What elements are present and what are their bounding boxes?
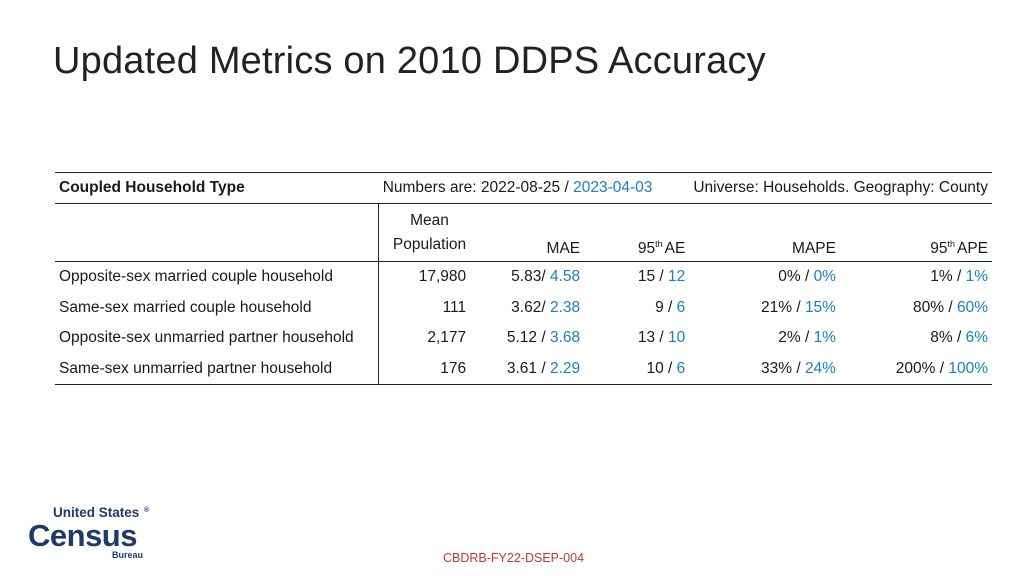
census-logo-icon: United States ® Census Bureau bbox=[28, 505, 150, 560]
row-95th-ape: 8% / 6% bbox=[930, 329, 988, 347]
column-header-row: Mean Population MAE 95th AE MAPE 95th APE bbox=[55, 203, 992, 262]
svg-text:United States: United States bbox=[53, 505, 139, 520]
footer-disclosure-code: CBDRB-FY22-DSEP-004 bbox=[443, 551, 585, 565]
row-mape: 33% / 24% bbox=[689, 353, 840, 385]
row-mape: 21% / 15% bbox=[760, 298, 836, 316]
header-mae: MAE bbox=[470, 203, 585, 262]
svg-text:®: ® bbox=[144, 506, 150, 514]
accuracy-metrics-table: Coupled Household Type Numbers are: 2022… bbox=[55, 172, 992, 385]
row-mae: 5.83/ 4.58 bbox=[511, 268, 581, 286]
row-type: Same-sex married couple household bbox=[55, 292, 380, 323]
numbers-are-label: Numbers are: 2022-08-25 / 2023-04-03 bbox=[378, 172, 690, 204]
row-95th-ae: 13 / 10 bbox=[637, 329, 686, 347]
row-95th-ape: 200% / 100% bbox=[839, 353, 992, 385]
row-95th-ape: 1% / 1% bbox=[930, 268, 988, 286]
row-95th-ae: 10 / 6 bbox=[584, 353, 690, 385]
row-95th-ae: 15 / 12 bbox=[637, 268, 686, 286]
row-95th-ae: 9 / 6 bbox=[655, 298, 686, 316]
row-mape: 2% / 1% bbox=[778, 329, 836, 347]
table-row: Same-sex married couple household 111 3.… bbox=[55, 292, 992, 323]
table-row: Opposite-sex married couple household 17… bbox=[55, 261, 992, 293]
row-mean: 111 bbox=[442, 298, 467, 316]
header-mean-population: Mean Population bbox=[378, 203, 471, 262]
row-mae: 5.12 / 3.68 bbox=[506, 329, 581, 347]
row-type: Opposite-sex married couple household bbox=[55, 261, 380, 293]
svg-text:Bureau: Bureau bbox=[112, 550, 143, 560]
header-mape: MAPE bbox=[689, 203, 840, 262]
slide-title: Updated Metrics on 2010 DDPS Accuracy bbox=[53, 40, 766, 82]
row-mean: 17,980 bbox=[418, 268, 467, 286]
row-mae: 3.62/ 2.38 bbox=[511, 298, 581, 316]
coupled-household-type-label: Coupled Household Type bbox=[55, 172, 379, 204]
svg-text:Census: Census bbox=[28, 518, 137, 553]
row-type: Opposite-sex unmarried partner household bbox=[55, 323, 380, 354]
row-mae: 3.61 / 2.29 bbox=[470, 353, 585, 385]
header-95th-ae: 95th AE bbox=[584, 203, 690, 262]
row-mean: 2,177 bbox=[427, 329, 467, 347]
header-blank bbox=[55, 203, 380, 262]
census-bureau-logo: United States ® Census Bureau bbox=[20, 498, 160, 568]
row-mean: 176 bbox=[378, 353, 471, 385]
new-date: 2023-04-03 bbox=[573, 179, 653, 196]
row-type: Same-sex unmarried partner household bbox=[55, 353, 380, 385]
row-mape: 0% / 0% bbox=[778, 268, 836, 286]
row-95th-ape: 80% / 60% bbox=[913, 298, 988, 316]
table-top-row: Coupled Household Type Numbers are: 2022… bbox=[55, 172, 992, 204]
table-row: Opposite-sex unmarried partner household… bbox=[55, 323, 992, 354]
universe-label: Universe: Households. Geography: County bbox=[689, 172, 992, 204]
table-row: Same-sex unmarried partner household 176… bbox=[55, 353, 992, 385]
header-95th-ape: 95th APE bbox=[839, 203, 992, 262]
